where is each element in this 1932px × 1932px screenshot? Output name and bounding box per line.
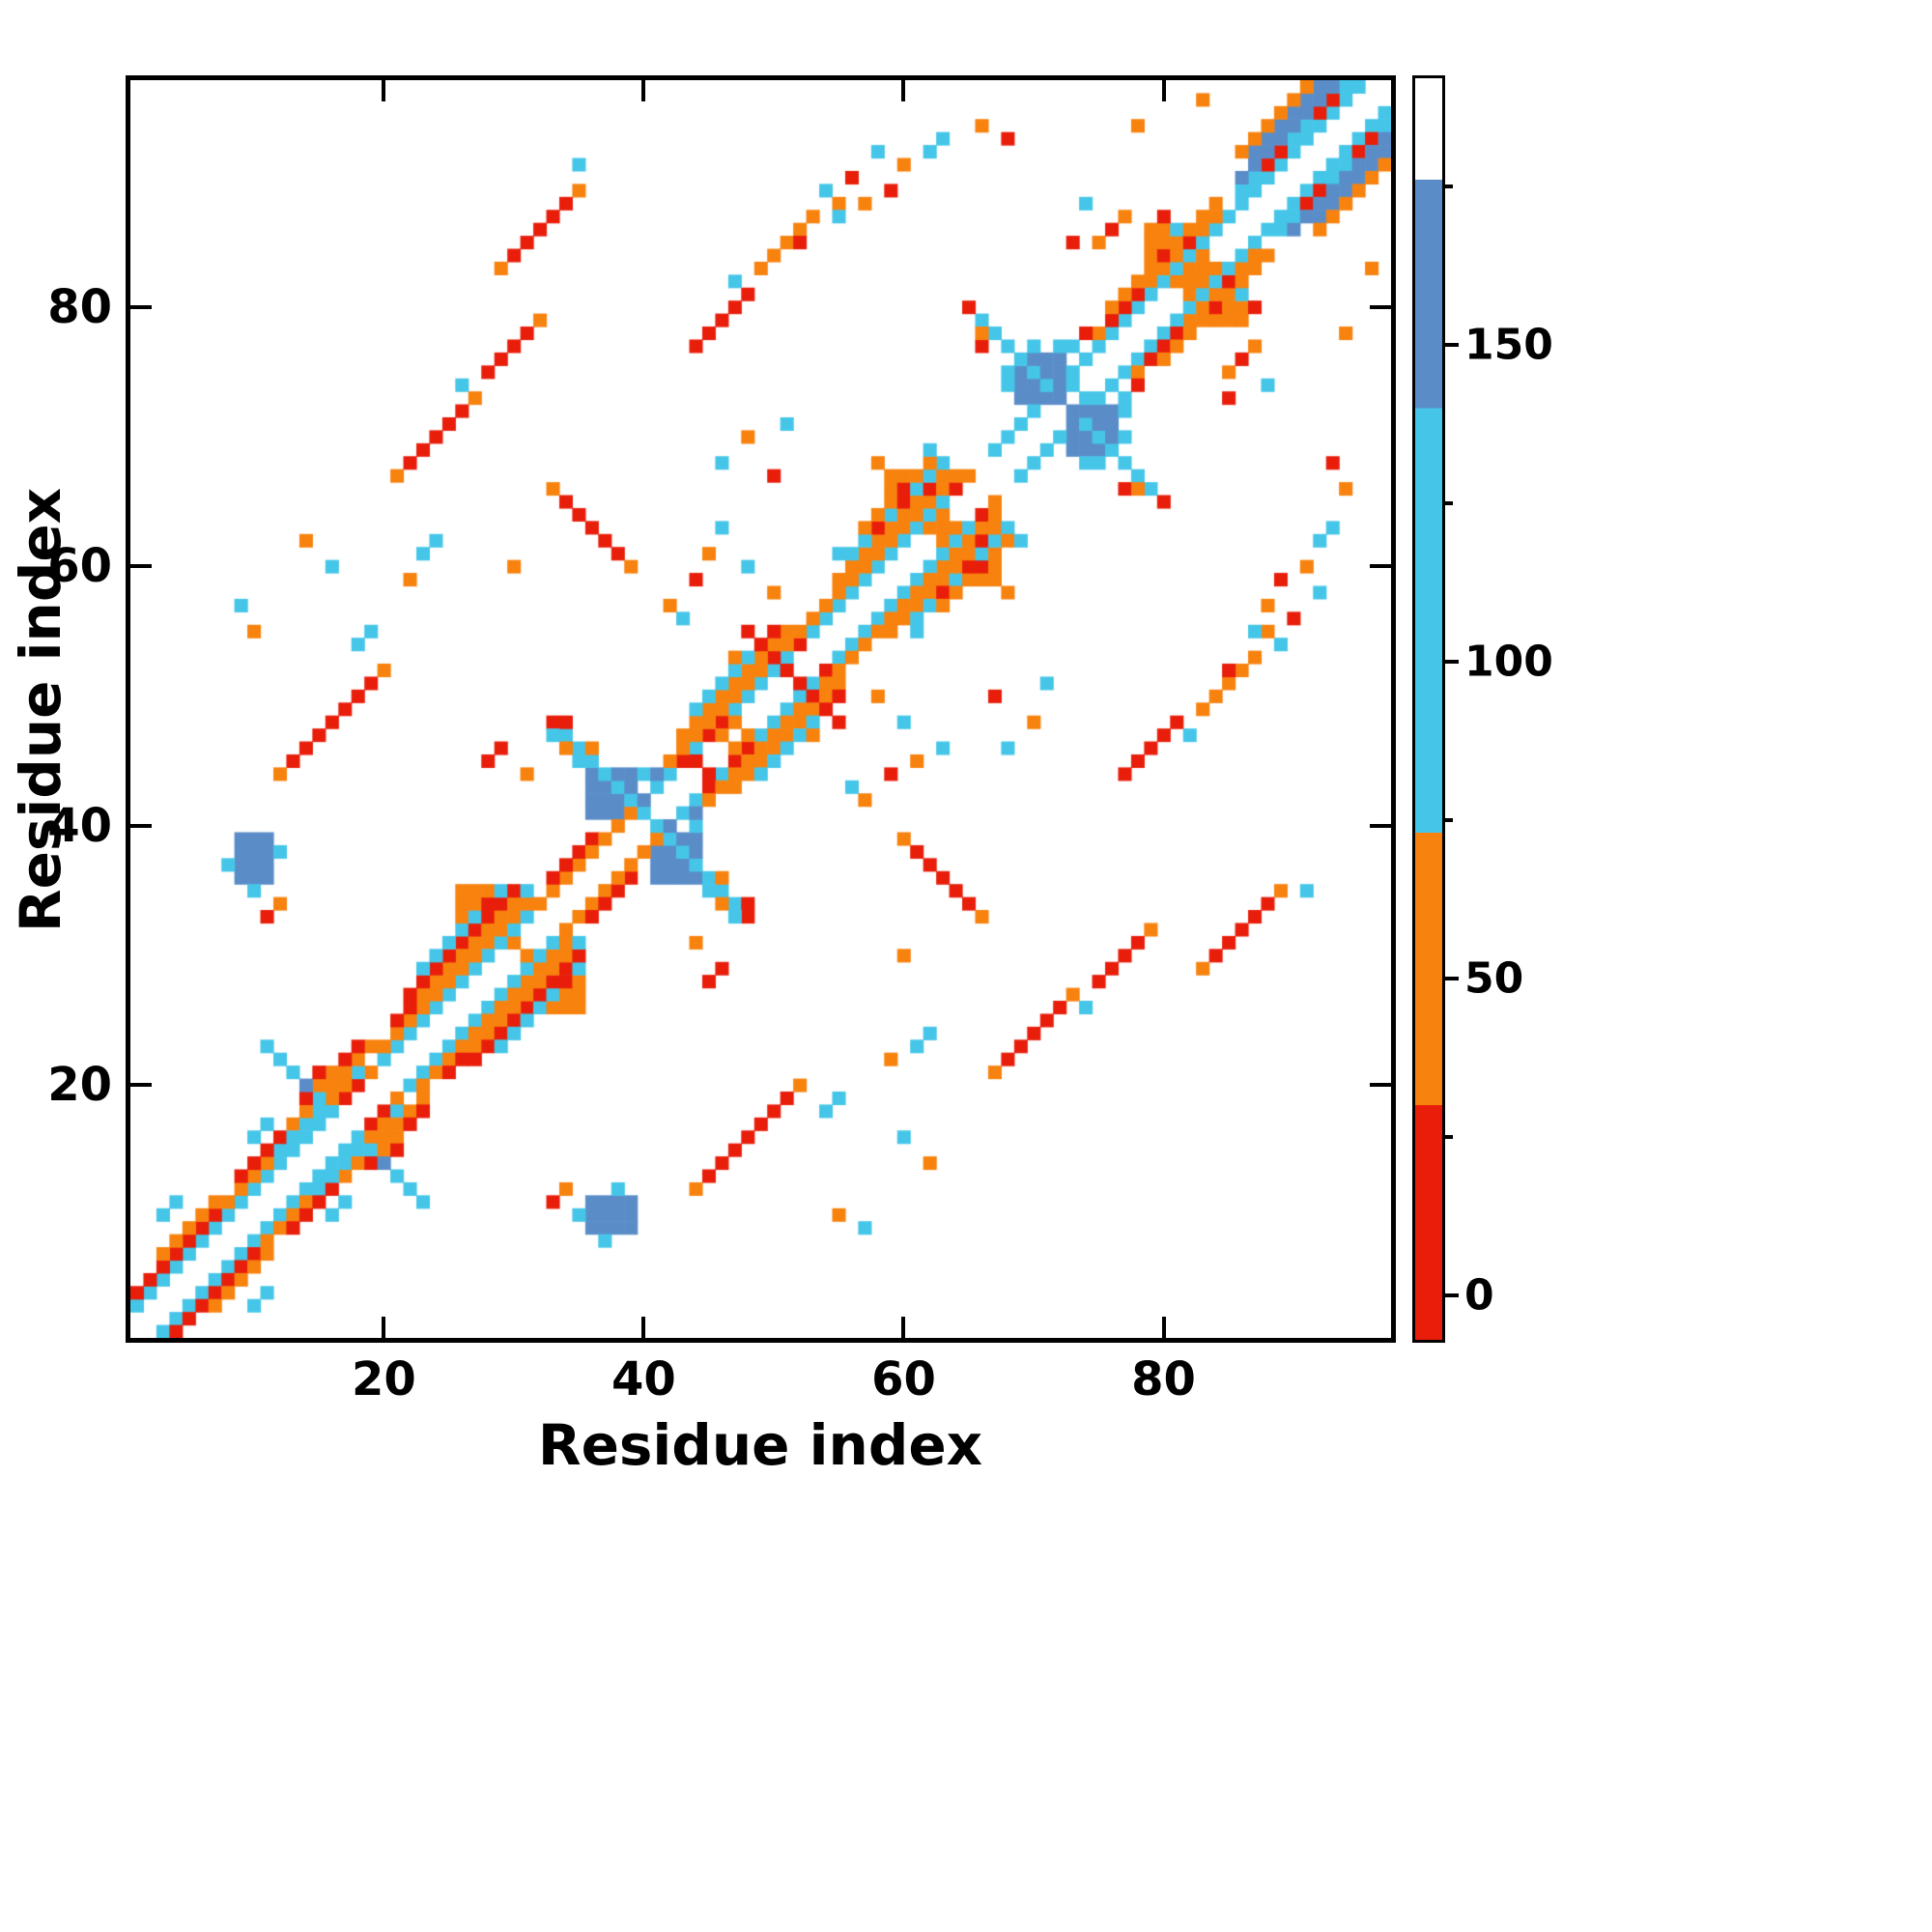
x-axis-tick	[641, 1317, 646, 1338]
x-axis-tick-top	[901, 80, 906, 101]
heatmap-canvas	[130, 80, 1391, 1338]
colorbar-minor-tick	[1445, 184, 1453, 188]
colorbar-tick-label: 150	[1464, 320, 1553, 370]
colorbar-tick-label: 0	[1464, 1270, 1494, 1321]
colorbar-tick	[1445, 342, 1459, 347]
x-axis-tick	[1161, 1317, 1166, 1338]
y-axis-tick	[130, 304, 152, 309]
x-axis-label: Residue index	[537, 1412, 983, 1478]
x-tick-label: 80	[1131, 1352, 1196, 1406]
y-axis-tick-right	[1370, 564, 1391, 569]
y-axis-tick-right	[1370, 823, 1391, 828]
x-axis-tick-top	[382, 80, 386, 101]
colorbar-minor-tick	[1445, 1134, 1453, 1139]
x-tick-label: 60	[871, 1352, 936, 1406]
y-tick-label: 20	[47, 1058, 112, 1113]
colorbar-tick	[1445, 659, 1459, 664]
x-tick-label: 20	[351, 1352, 416, 1406]
x-axis-tick-top	[641, 80, 646, 101]
y-axis-tick-right	[1370, 1083, 1391, 1088]
y-axis-tick	[130, 823, 152, 828]
y-tick-label: 80	[47, 279, 112, 334]
y-axis-tick	[130, 1083, 152, 1088]
colorbar-gradient	[1415, 78, 1442, 1340]
plot-area	[126, 75, 1396, 1343]
x-tick-label: 40	[611, 1352, 676, 1406]
x-axis-tick-top	[1161, 80, 1166, 101]
colorbar-minor-tick	[1445, 500, 1453, 505]
colorbar-tick-label: 100	[1464, 637, 1553, 687]
x-axis-tick	[901, 1317, 906, 1338]
colorbar-tick-label: 50	[1464, 953, 1524, 1004]
y-tick-label: 60	[47, 539, 112, 594]
colorbar-minor-tick	[1445, 817, 1453, 822]
y-axis-tick	[130, 564, 152, 569]
y-axis-tick-right	[1370, 304, 1391, 309]
x-axis-tick	[382, 1317, 386, 1338]
colorbar-tick	[1445, 976, 1459, 980]
y-tick-label: 40	[47, 798, 112, 853]
colorbar	[1412, 75, 1445, 1343]
colorbar-tick	[1445, 1293, 1459, 1298]
